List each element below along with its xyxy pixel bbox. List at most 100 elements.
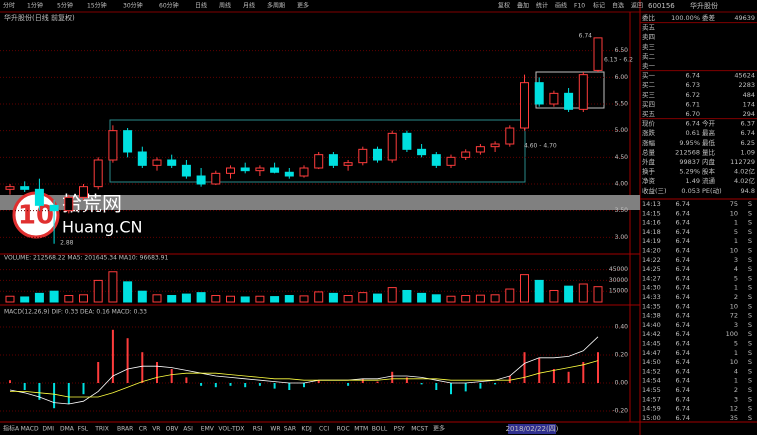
indicator-tab[interactable]: MTM: [354, 426, 368, 433]
tick-cell: 14:45: [642, 340, 661, 348]
tick-cell: 14:55: [642, 386, 661, 394]
quote-cell: 卖二: [642, 52, 656, 60]
tick-cell: 6.74: [676, 237, 690, 245]
tick-cell: 14:57: [642, 395, 661, 403]
tick-cell: 14:20: [642, 247, 661, 255]
tick-cell: S: [748, 274, 752, 282]
quote-cell: 6.74: [686, 120, 700, 128]
candle-body: [446, 156, 456, 166]
toolbar-tab[interactable]: 分时: [3, 2, 15, 10]
chart-header: 华升股份(日线 前复权): [4, 13, 75, 22]
toolbar-button[interactable]: F10: [574, 3, 585, 10]
quote-cell: 212568: [675, 148, 700, 156]
toolbar-tab[interactable]: 15分钟: [87, 2, 107, 10]
volume-bar: [152, 294, 162, 303]
tick-cell: 14:25: [642, 265, 661, 273]
y-tick-label: 5.50: [615, 101, 629, 108]
candle-body: [240, 167, 250, 172]
indicator-tab[interactable]: VOL-TDX: [218, 426, 244, 433]
toolbar-tab[interactable]: 30分钟: [123, 2, 143, 10]
volume-bar: [490, 294, 500, 303]
quote-cell: 买四: [642, 100, 655, 108]
indicator-tab[interactable]: WR: [270, 426, 280, 433]
candle-body: [20, 186, 30, 190]
indicator-tab[interactable]: 更多: [433, 425, 445, 433]
indicator-tab[interactable]: EMV: [201, 426, 215, 433]
toolbar-button[interactable]: 返回: [631, 3, 643, 10]
macd-line: [10, 360, 599, 398]
indicator-tab[interactable]: 指标A: [3, 425, 20, 433]
toolbar-tab[interactable]: 月线: [243, 2, 255, 10]
y-tick-label: 3.50: [615, 207, 629, 214]
indicator-tab[interactable]: VR: [152, 426, 160, 433]
toolbar-tab[interactable]: 5分钟: [57, 2, 73, 10]
tick-cell: 6.74: [676, 395, 690, 403]
volume-bar: [226, 295, 235, 303]
candle-body: [226, 167, 235, 174]
indicator-tab[interactable]: CCI: [319, 426, 329, 433]
y-tick-label: 0.40: [615, 324, 629, 331]
toolbar-button[interactable]: 复权: [498, 2, 510, 10]
tick-cell: 14:50: [642, 358, 661, 366]
toolbar-tab[interactable]: 更多: [297, 2, 309, 10]
quote-cell: 净资: [642, 176, 656, 185]
toolbar-tab[interactable]: 周线: [219, 2, 231, 10]
toolbar-button[interactable]: 自选: [612, 2, 624, 10]
indicator-tab[interactable]: BRAR: [117, 426, 133, 433]
tick-cell: 14:15: [642, 209, 661, 217]
tick-cell: S: [748, 377, 752, 385]
quote-cell: 卖三: [642, 43, 656, 51]
toolbar-tab[interactable]: 日线: [195, 2, 207, 10]
indicator-tab[interactable]: SAR: [284, 426, 296, 433]
indicator-tab[interactable]: DMA: [60, 426, 75, 433]
indicator-tab[interactable]: ROC: [337, 426, 350, 433]
candle-body: [343, 162, 353, 166]
quote-cell: 49639: [734, 14, 755, 22]
volume-bar: [211, 295, 221, 303]
quote-cell: 6.74: [686, 72, 700, 80]
tick-cell: 5: [734, 228, 738, 236]
quote-cell: 45624: [734, 72, 755, 80]
indicator-tab[interactable]: ASI: [183, 426, 193, 433]
candle-body: [79, 186, 88, 198]
tick-cell: 6.74: [676, 367, 690, 375]
indicator-tab[interactable]: BOLL: [372, 426, 388, 433]
tick-cell: 6.74: [676, 302, 690, 310]
indicator-tab[interactable]: OBV: [166, 426, 180, 433]
indicator-tab[interactable]: MCST: [411, 426, 428, 433]
tick-cell: S: [748, 219, 752, 227]
toolbar-button[interactable]: 统计: [536, 2, 548, 10]
toolbar-tab[interactable]: 60分钟: [159, 2, 179, 10]
toolbar-button[interactable]: 标记: [593, 2, 605, 10]
quote-cell: 94.8: [741, 187, 755, 195]
indicator-tab[interactable]: CR: [139, 426, 147, 433]
quote-cell: 99837: [679, 158, 700, 166]
indicator-tab[interactable]: FSL: [78, 426, 89, 433]
quote-cell: 2283: [738, 81, 755, 89]
indicator-tab[interactable]: MACD: [21, 426, 39, 433]
quote-cell: 100.00%: [671, 14, 700, 22]
candle-body: [108, 130, 118, 161]
indicator-tab[interactable]: TRIX: [94, 426, 109, 433]
quote-cell: 最高: [702, 128, 716, 137]
tick-cell: 14:35: [642, 302, 661, 310]
indicator-tab[interactable]: DMI: [42, 426, 54, 433]
y-tick-label: 4.50: [615, 154, 629, 161]
tick-cell: 6.74: [676, 274, 690, 282]
toolbar-tab[interactable]: 多周期: [267, 2, 285, 10]
quote-cell: 委比: [642, 13, 656, 22]
tick-cell: 6.74: [676, 312, 690, 320]
toolbar-button[interactable]: 画线: [555, 2, 567, 10]
toolbar-button[interactable]: 叠加: [517, 2, 529, 10]
indicator-tab[interactable]: PSY: [394, 426, 405, 433]
candle-body: [564, 92, 574, 110]
tick-cell: 1: [734, 237, 738, 245]
tick-cell: S: [748, 247, 752, 255]
tick-cell: 14:18: [642, 228, 661, 236]
indicator-tab[interactable]: RSI: [253, 426, 263, 433]
volume-bar: [564, 285, 574, 303]
quote-cell: 0.61: [686, 129, 700, 137]
toolbar-tab[interactable]: 1分钟: [27, 2, 43, 10]
indicator-tab[interactable]: KDJ: [301, 426, 312, 433]
